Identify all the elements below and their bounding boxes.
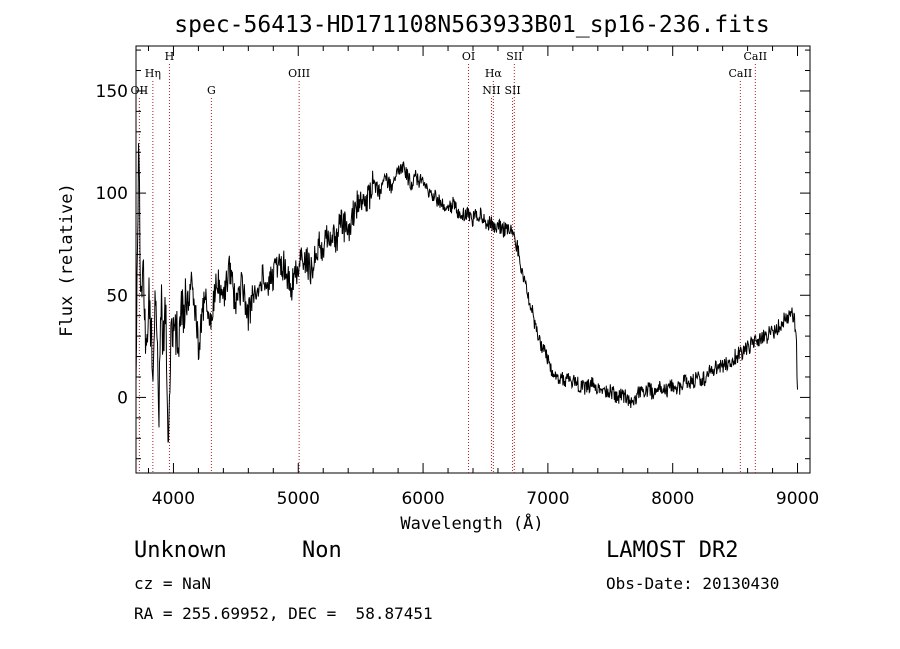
flux-series-line	[135, 143, 798, 443]
y-tick-label: 0	[117, 388, 128, 408]
spectral-line-label: CaII	[729, 67, 753, 80]
coordinates-readout: RA = 255.69952, DEC = 58.87451	[134, 604, 433, 623]
spectral-line-label: Hα	[485, 67, 503, 80]
y-tick-label: 150	[96, 82, 128, 102]
axis-ticks: 4000 5000 6000 7000 8000 9000 0 50 100 150	[96, 46, 819, 509]
x-tick-label: 4000	[152, 489, 195, 509]
spectral-line-label: G	[207, 84, 216, 97]
spectral-line-label: CaII	[743, 50, 767, 63]
spectral-line-label: OI	[462, 50, 475, 63]
survey-name: LAMOST DR2	[606, 538, 739, 563]
y-tick-label: 50	[106, 286, 128, 306]
spectral-line-label: NII	[482, 84, 500, 97]
spectral-line-label: OIII	[288, 67, 310, 80]
x-tick-label: 7000	[526, 489, 569, 509]
x-tick-label: 6000	[401, 489, 444, 509]
spectral-line-label: SII	[504, 84, 520, 97]
spectral-class: Unknown	[134, 538, 227, 563]
spectral-line-label: H	[165, 50, 175, 63]
observation-date: Obs-Date: 20130430	[606, 574, 780, 593]
x-tick-label: 8000	[651, 489, 694, 509]
spectral-subclass: Non	[302, 538, 342, 563]
spectral-line-label: SII	[506, 50, 522, 63]
redshift-readout: cz = NaN	[134, 574, 212, 593]
y-axis-label: Flux (relative)	[57, 183, 77, 337]
x-tick-label: 9000	[776, 489, 819, 509]
y-tick-label: 100	[96, 184, 128, 204]
plot-frame	[135, 45, 811, 474]
x-axis-label: Wavelength (Å)	[400, 512, 543, 534]
spectral-line-label: Hη	[145, 67, 161, 80]
x-tick-label: 5000	[277, 489, 320, 509]
chart-title: spec-56413-HD171108N563933B01_sp16-236.f…	[174, 12, 769, 38]
